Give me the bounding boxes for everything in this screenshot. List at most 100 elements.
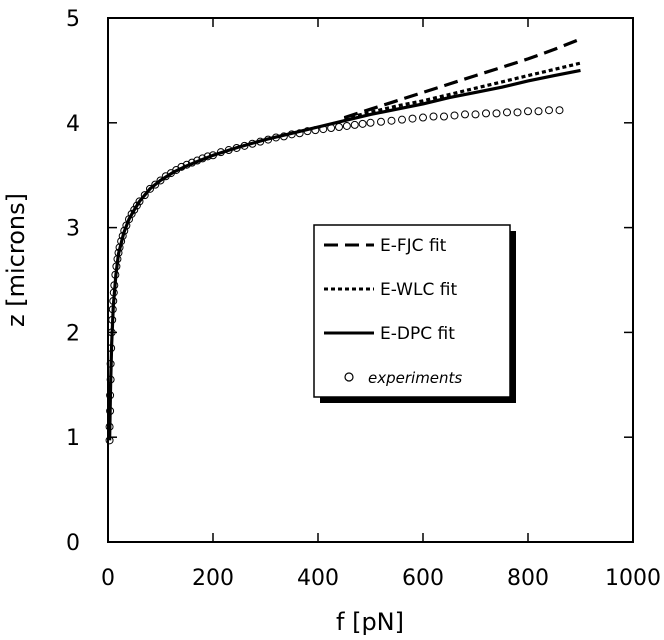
y-tick-label: 5 <box>66 7 80 32</box>
experiment-point <box>366 118 375 127</box>
experiment-point <box>450 111 459 120</box>
experiment-point <box>319 125 328 134</box>
legend-marker-experiments <box>344 372 354 382</box>
experiment-point <box>524 107 532 116</box>
experiment-point <box>151 180 160 189</box>
experiment-point <box>120 226 129 235</box>
x-tick-label: 600 <box>402 566 444 591</box>
experiment-point <box>140 191 149 200</box>
experiment-point <box>287 130 296 139</box>
legend: E-FJC fit E-WLC fit E-DPC fit experiments <box>313 224 516 403</box>
experiment-point <box>358 119 367 128</box>
y-tick-label: 4 <box>66 112 80 137</box>
experiment-point <box>106 375 115 384</box>
experiment-point <box>350 120 359 129</box>
experiment-point <box>105 436 114 445</box>
y-axis-title: z [microns] <box>2 193 30 327</box>
experiment-point <box>146 184 154 193</box>
experiment-point <box>108 315 117 324</box>
experiment-point <box>109 296 118 305</box>
experiment-point <box>108 305 117 314</box>
legend-label: E-DPC fit <box>380 324 455 344</box>
experiment-point <box>419 113 427 122</box>
experiment-point <box>132 201 141 210</box>
experiment-point <box>111 270 120 279</box>
experiment-point <box>545 106 553 115</box>
experiment-point <box>127 209 136 218</box>
x-tick-label: 1000 <box>605 566 661 591</box>
legend-label: E-FJC fit <box>380 236 447 256</box>
experiment-point <box>177 162 186 171</box>
experiment-point <box>203 152 212 161</box>
experiment-point <box>224 146 233 155</box>
experiment-point <box>461 110 469 119</box>
experiment-point <box>193 156 202 165</box>
experiment-point <box>114 248 123 257</box>
x-axis-title: f [pN] <box>336 608 404 636</box>
experiment-point <box>118 231 127 240</box>
x-tick-label: 800 <box>507 566 549 591</box>
experiment-point <box>503 108 511 117</box>
plot-frame <box>107 17 634 543</box>
experiment-point <box>232 143 241 152</box>
experiment-point <box>335 122 343 131</box>
x-tick-label: 400 <box>297 566 339 591</box>
y-tick-label: 1 <box>66 426 80 451</box>
legend-label: E-WLC fit <box>380 280 457 300</box>
experiment-point <box>188 158 196 167</box>
legend-label: experiments <box>368 369 462 387</box>
x-tick-label: 0 <box>101 566 115 591</box>
experiment-point <box>125 215 133 224</box>
experiment-point <box>440 112 448 121</box>
y-tick-label: 2 <box>66 321 80 346</box>
experiment-point <box>303 127 312 136</box>
experiment-point <box>398 115 406 124</box>
experiment-point <box>113 255 122 264</box>
experiment-point <box>429 112 438 121</box>
experiment-point <box>106 391 115 400</box>
axis-ticks <box>107 17 634 543</box>
experiment-point <box>534 107 543 116</box>
experiment-point <box>209 151 217 160</box>
experiment-point <box>272 133 280 142</box>
experiment-point <box>482 109 490 118</box>
y-tick-label: 0 <box>66 531 80 556</box>
experiment-point <box>295 129 304 138</box>
experiment-point <box>513 108 522 117</box>
experiment-point <box>117 237 126 246</box>
experiment-point <box>106 359 115 368</box>
experiment-point <box>216 148 225 157</box>
experiment-point <box>377 117 385 126</box>
legend-box <box>313 224 511 398</box>
experiment-point <box>182 160 191 169</box>
experiment-point <box>248 139 257 148</box>
experiment-point <box>327 124 336 133</box>
experiment-point <box>256 137 265 146</box>
experiment-point <box>156 176 165 185</box>
experiment-point <box>387 116 396 125</box>
experiment-point <box>135 197 144 206</box>
axis-tick-labels: 0 200 400 600 800 1000 0 1 2 3 4 5 <box>66 7 661 591</box>
experiment-point <box>107 344 116 353</box>
experiment-point <box>105 422 114 431</box>
experiment-point <box>342 121 351 130</box>
series-e-wlc-fit-line <box>343 61 581 121</box>
experiment-point <box>471 110 480 119</box>
experiment-point <box>240 141 249 150</box>
y-tick-label: 3 <box>66 217 80 242</box>
experiment-point <box>555 106 564 115</box>
experiment-point <box>279 132 288 141</box>
x-tick-label: 200 <box>192 566 234 591</box>
experiment-point <box>264 135 273 144</box>
experiment-point <box>311 126 320 135</box>
series-experiments <box>105 106 564 445</box>
experiment-point <box>198 154 207 163</box>
experiment-point <box>408 114 417 123</box>
experiment-point <box>110 281 119 290</box>
experiment-point <box>106 407 115 415</box>
series-layer <box>105 37 582 445</box>
experiment-point <box>107 328 116 337</box>
experiment-point <box>130 205 139 214</box>
experiment-point <box>492 109 501 118</box>
